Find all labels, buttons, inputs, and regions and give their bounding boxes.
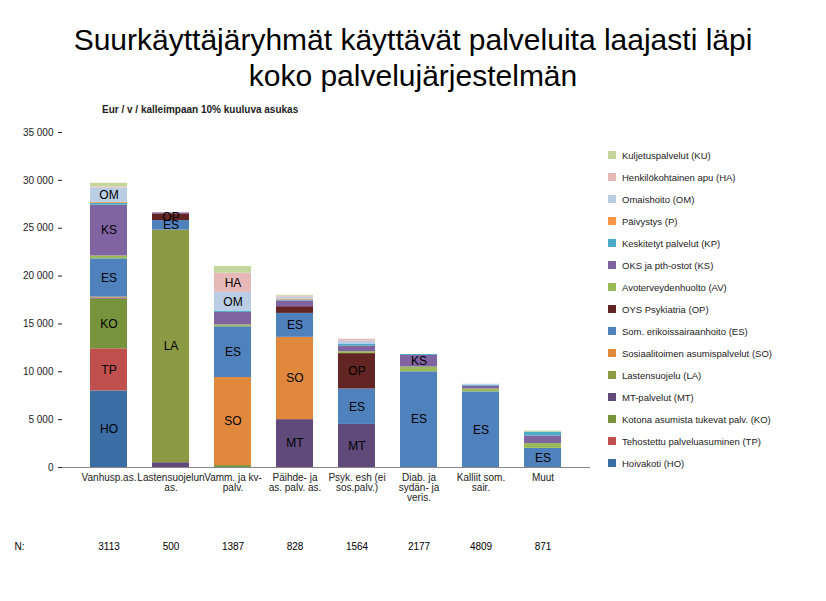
svg-text:1564: 1564 [346,541,369,552]
svg-text:KS: KS [411,354,427,368]
html-text:Suurkäyttäjäryhmät käyttävät p: Suurkäyttäjäryhmät käyttävät palveluita … [73,23,753,92]
svg-text:LA: LA [164,339,179,353]
svg-text:10 000: 10 000 [23,366,54,377]
svg-text:35 000: 35 000 [23,127,54,138]
svg-text:25 000: 25 000 [23,222,54,233]
svg-text:ES: ES [535,451,551,465]
svg-text:N:: N: [15,541,25,552]
html-text:OYS Psykiatria (OP): OYS Psykiatria (OP) [622,304,709,315]
html-text:OKS ja pth-ostot (KS): OKS ja pth-ostot (KS) [622,260,714,271]
svg-text:TP: TP [101,363,116,377]
svg-text:0: 0 [48,462,54,473]
svg-text:OM: OM [99,188,118,202]
svg-text:ES: ES [473,423,489,437]
svg-text:500: 500 [163,541,180,552]
html-text:Avoterveydenhuolto (AV): Avoterveydenhuolto (AV) [622,282,727,293]
svg-text:MT: MT [348,439,366,453]
svg-text:4809: 4809 [470,541,493,552]
svg-text:Muut: Muut [532,472,554,483]
svg-text:15 000: 15 000 [23,318,54,329]
svg-text:20 000: 20 000 [23,270,54,281]
svg-text:Lastensuojelunas.: Lastensuojelunas. [137,472,204,493]
svg-text:ES: ES [349,400,365,414]
svg-text:Vamm. ja kv-palv.: Vamm. ja kv-palv. [204,472,262,493]
svg-text:OM: OM [223,295,242,309]
html-text:Omaishoito (OM): Omaishoito (OM) [622,194,695,205]
svg-text:Diab. jasydän- javeris.: Diab. jasydän- javeris. [399,472,440,503]
html-text:Henkilökohtainen apu (HA): Henkilökohtainen apu (HA) [622,172,736,183]
html-text:Sosiaalitoimen asumispalvelut: Sosiaalitoimen asumispalvelut (SO) [622,348,772,359]
html-text:Hoivakoti (HO): Hoivakoti (HO) [622,458,685,469]
svg-text:2177: 2177 [408,541,431,552]
svg-text:ES: ES [163,218,179,233]
svg-text:1387: 1387 [222,541,245,552]
html-text:Eur / v / kalleimpaan 10% kuul: Eur / v / kalleimpaan 10% kuuluva asukas [102,104,299,115]
html-text:Tehostettu palveluasuminen (TP: Tehostettu palveluasuminen (TP) [622,436,761,447]
svg-text:871: 871 [535,541,552,552]
svg-text:MT: MT [286,436,304,450]
svg-text:Psyk. esh (eisos.palv.): Psyk. esh (eisos.palv.) [328,472,385,493]
svg-text:SO: SO [224,414,241,428]
svg-text:30 000: 30 000 [23,175,54,186]
html-text:Lastensuojelu (LA): Lastensuojelu (LA) [622,370,702,381]
html-text:Kotona asumista tukevat palv.: Kotona asumista tukevat palv. (KO) [622,414,771,425]
svg-text:ES: ES [101,271,117,285]
svg-text:HO: HO [100,422,118,436]
svg-text:5 000: 5 000 [28,414,53,425]
svg-text:KS: KS [101,223,117,237]
svg-text:SO: SO [286,371,303,385]
svg-text:Päihde- jaas. palv. as.: Päihde- jaas. palv. as. [269,472,322,493]
svg-text:Vanhusp.as.: Vanhusp.as. [82,472,137,483]
html-text:MT-palvelut (MT): MT-palvelut (MT) [622,392,694,403]
svg-text:Kalliit som.sair.: Kalliit som.sair. [457,472,505,493]
html-text:Som. erikoissairaanhoito (ES): Som. erikoissairaanhoito (ES) [622,326,748,337]
html-text:Kuljetuspalvelut (KU): Kuljetuspalvelut (KU) [622,150,711,161]
svg-text:KO: KO [100,317,117,331]
svg-text:ES: ES [287,318,303,332]
html-text:Keskitetyt palvelut (KP): Keskitetyt palvelut (KP) [622,238,721,249]
svg-text:828: 828 [287,541,304,552]
svg-text:OP: OP [162,210,179,224]
svg-text:OP: OP [348,364,365,378]
svg-text:ES: ES [411,412,427,426]
svg-text:3113: 3113 [98,541,120,552]
svg-text:ES: ES [225,345,241,359]
html-text:Päivystys (P): Päivystys (P) [622,216,678,227]
svg-text:HA: HA [225,276,242,290]
